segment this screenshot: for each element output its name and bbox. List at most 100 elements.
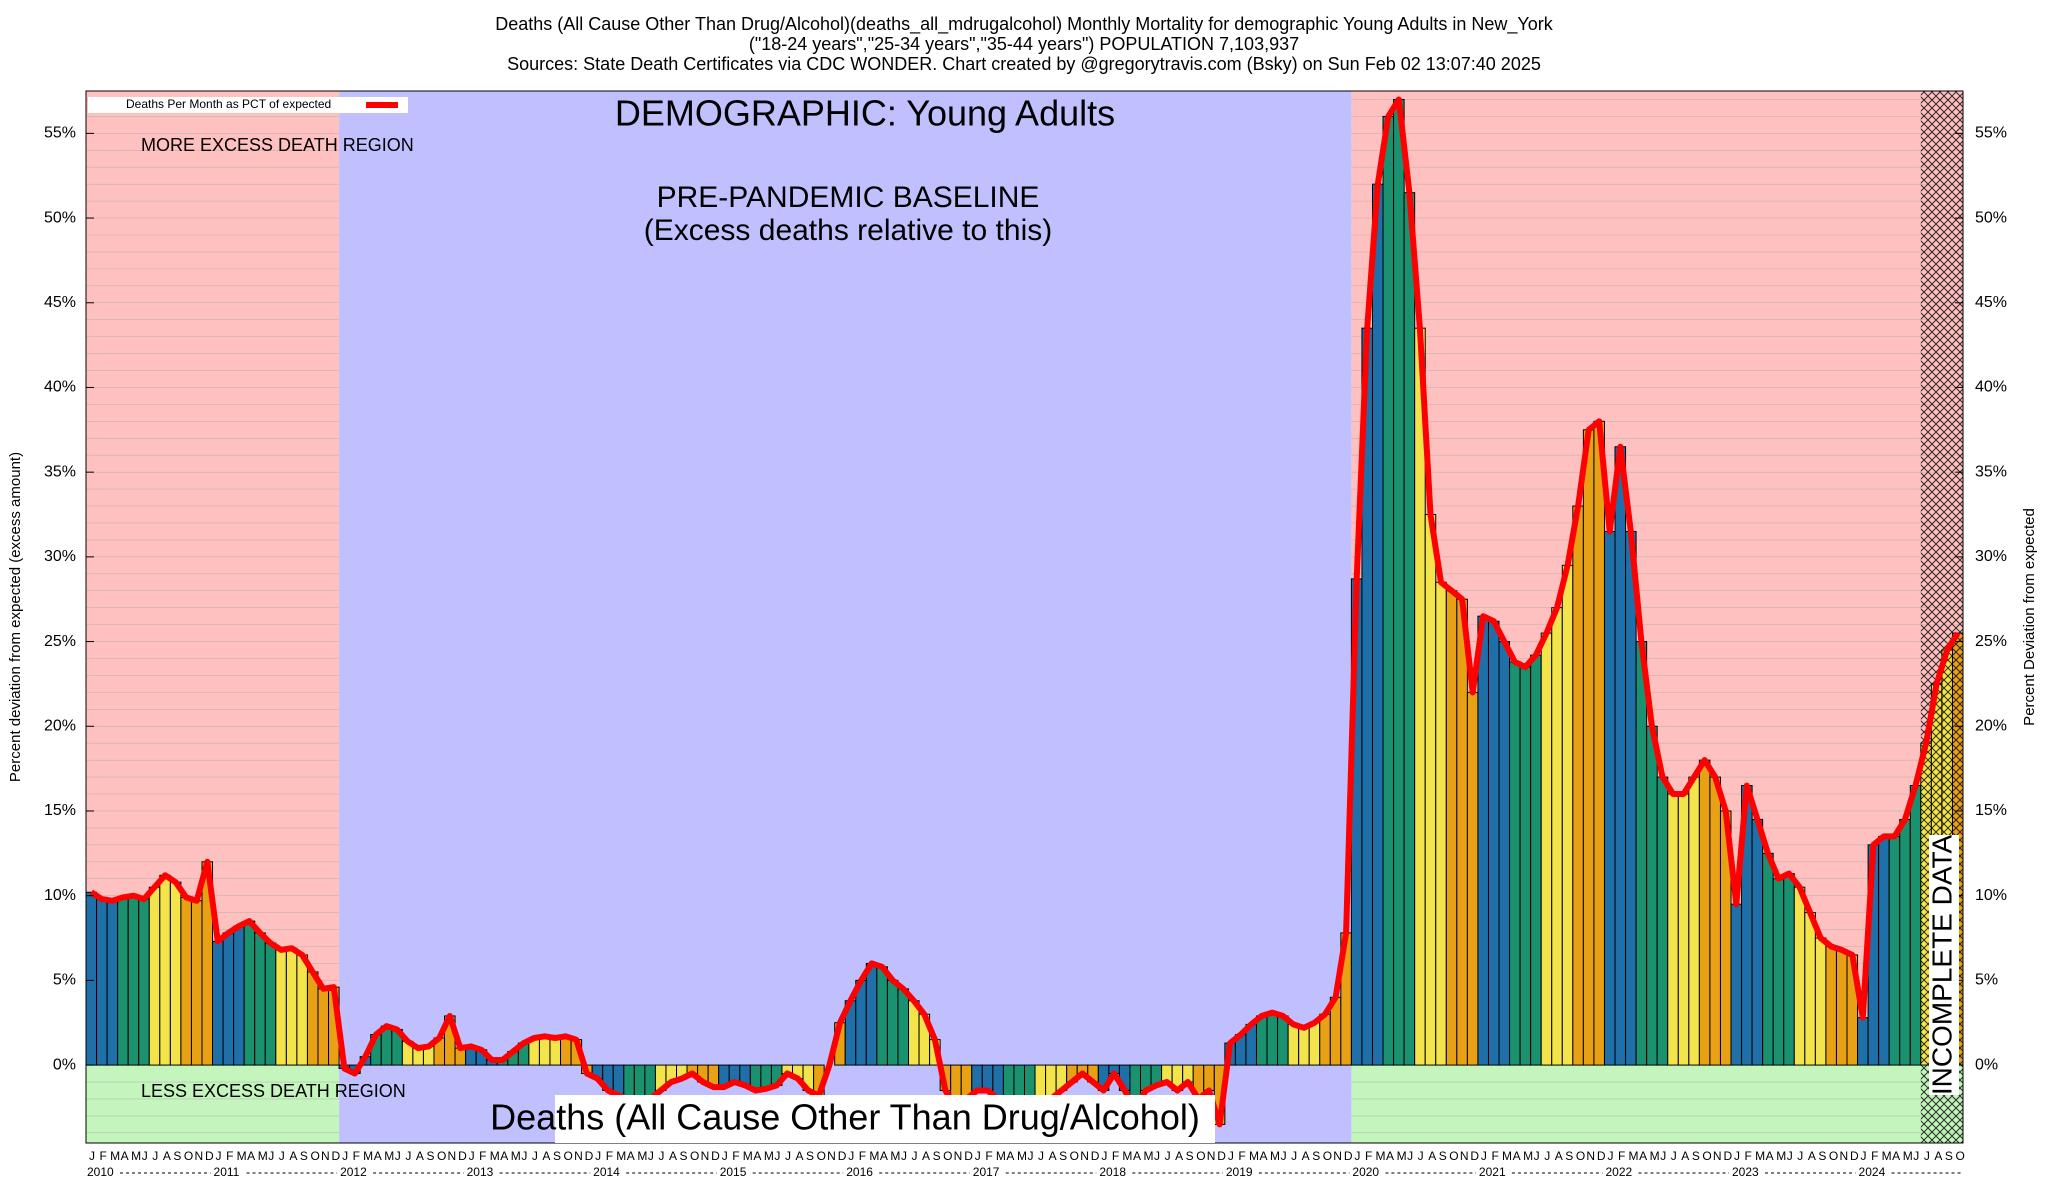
bar [1603, 530, 1616, 1066]
annotation: LESS EXCESS DEATH REGION [141, 1081, 406, 1101]
y2-tick-label: 10% [1975, 887, 2007, 904]
x-tick-label: J [722, 1149, 728, 1163]
bar [876, 966, 888, 1066]
x-tick-label: J [1660, 1149, 1666, 1163]
bar [1835, 949, 1848, 1066]
bar [549, 1037, 562, 1066]
x-tick-label: J [1734, 1149, 1740, 1163]
x-tick-label: A [1175, 1149, 1183, 1163]
x-tick-label: A [880, 1149, 888, 1163]
x-tick-label: A [1892, 1149, 1900, 1163]
x-tick-label: M [1143, 1149, 1153, 1163]
x-tick-label: M [110, 1149, 120, 1163]
x-tick-label: A [1681, 1149, 1689, 1163]
bar [212, 940, 224, 1066]
bar [1255, 1015, 1268, 1066]
bar [1814, 937, 1827, 1066]
bar [1540, 632, 1553, 1066]
x-tick-label: N [194, 1149, 203, 1163]
bar [1677, 793, 1690, 1066]
bar [306, 971, 319, 1066]
x-tick-label: D [1217, 1149, 1226, 1163]
x-tick-label: D [711, 1149, 720, 1163]
x-tick-label: J [1418, 1149, 1424, 1163]
y-tick-label: 30% [44, 548, 76, 565]
x-tick-label: J [395, 1149, 401, 1163]
x-tick-label: N [954, 1149, 963, 1163]
x-tick-label: N [1080, 1149, 1089, 1163]
x-tick-label: O [943, 1149, 952, 1163]
bar [1393, 98, 1405, 1066]
bar [1572, 505, 1584, 1066]
y2-tick-label: 55% [1975, 125, 2007, 142]
bar [1878, 835, 1890, 1066]
x-tick-label: J [1354, 1149, 1360, 1163]
x-tick-label: F [479, 1149, 486, 1163]
x-tick-label: J [469, 1149, 475, 1163]
x-tick-label: J [785, 1149, 791, 1163]
bar [1667, 793, 1679, 1066]
year-label: 2012 [340, 1165, 367, 1179]
bar [1287, 1023, 1300, 1066]
x-tick-label: J [1861, 1149, 1867, 1163]
x-tick-label: A [1259, 1149, 1267, 1163]
bar [180, 896, 192, 1066]
x-tick-label: M [637, 1149, 647, 1163]
bar [275, 949, 287, 1066]
less-region [1351, 1065, 1963, 1143]
year-label: 2017 [973, 1165, 1000, 1179]
bar [538, 1035, 551, 1066]
x-tick-label: F [226, 1149, 233, 1163]
x-tick-label: O [1449, 1149, 1458, 1163]
x-tick-label: A [1006, 1149, 1014, 1163]
y2-tick-label: 45% [1975, 294, 2007, 311]
x-tick-label: S [426, 1149, 434, 1163]
bar [1519, 666, 1532, 1066]
bar [264, 942, 277, 1066]
chart-title: Sources: State Death Certificates via CD… [507, 54, 1541, 74]
bar [1751, 818, 1764, 1066]
bar [243, 920, 256, 1066]
bar [1487, 620, 1500, 1066]
x-tick-label: S [553, 1149, 561, 1163]
x-tick-label: J [89, 1149, 95, 1163]
y-tick-label: 50% [44, 209, 76, 226]
x-tick-label: M [237, 1149, 247, 1163]
x-tick-label: A [500, 1149, 508, 1163]
x-tick-label: M [996, 1149, 1006, 1163]
x-tick-label: D [1723, 1149, 1732, 1163]
x-tick-label: M [1249, 1149, 1259, 1163]
x-tick-label: N [1586, 1149, 1595, 1163]
bar [1709, 776, 1721, 1066]
x-tick-label: F [732, 1149, 739, 1163]
bar [117, 896, 129, 1066]
x-tick-label: S [933, 1149, 941, 1163]
x-tick-label: F [1365, 1149, 1372, 1163]
annotation: DEMOGRAPHIC: Young Adults [615, 93, 1115, 134]
x-tick-label: J [975, 1149, 981, 1163]
bar [1530, 654, 1542, 1066]
x-tick-label: M [869, 1149, 879, 1163]
x-tick-label: J [1797, 1149, 1803, 1163]
x-tick-label: J [1101, 1149, 1107, 1163]
x-tick-label: S [1312, 1149, 1320, 1163]
y2-tick-label: 25% [1975, 633, 2007, 650]
year-label: 2023 [1732, 1165, 1759, 1179]
bar [1793, 886, 1806, 1066]
bar [1730, 903, 1743, 1066]
bar [159, 874, 171, 1066]
x-tick-label: J [1787, 1149, 1793, 1163]
x-tick-label: J [532, 1149, 538, 1163]
x-tick-label: O [817, 1149, 826, 1163]
baseline-region [339, 91, 1352, 1143]
x-tick-label: O [1070, 1149, 1079, 1163]
x-tick-label: D [1850, 1149, 1859, 1163]
y2-tick-label: 35% [1975, 463, 2007, 480]
x-tick-label: O [1323, 1149, 1332, 1163]
bar [296, 954, 308, 1066]
bar [886, 979, 899, 1066]
x-tick-label: M [1502, 1149, 1512, 1163]
annotation: MORE EXCESS DEATH REGION [141, 135, 414, 155]
x-tick-label: M [1755, 1149, 1765, 1163]
bar [285, 947, 298, 1066]
